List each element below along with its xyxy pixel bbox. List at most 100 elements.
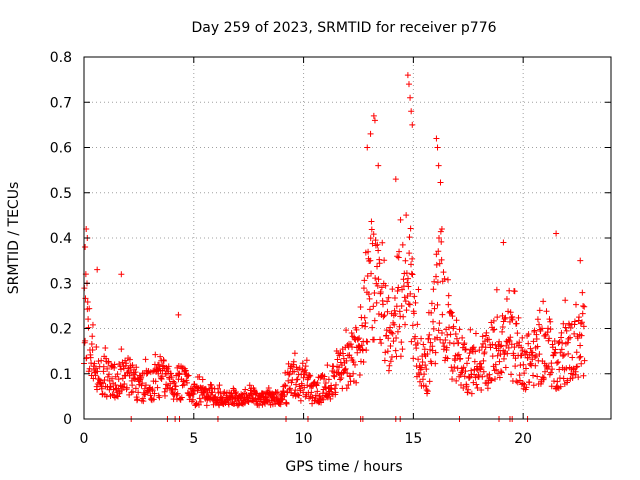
data-point [540,298,547,305]
data-point [363,347,370,354]
data-point [140,398,147,405]
data-point [365,248,372,255]
data-point [347,341,354,348]
data-point [385,335,392,342]
data-point [546,316,553,323]
data-point [531,327,538,334]
data-point [448,309,455,316]
data-point [423,366,430,373]
data-point [111,361,118,368]
data-point [512,355,519,362]
data-point [303,369,310,376]
data-point [388,329,395,336]
y-tick-label: 0.2 [50,322,72,338]
data-point [443,344,450,351]
data-point [332,381,339,388]
data-points [81,72,588,422]
data-point [390,338,397,345]
data-point [514,330,521,337]
data-point [512,363,519,370]
data-point [348,330,355,337]
data-point [556,366,563,373]
data-point [463,383,470,390]
data-point [525,340,532,347]
data-point [356,371,363,378]
data-point [422,383,429,390]
data-point [378,340,385,347]
data-point [82,337,89,344]
data-point [466,350,473,357]
data-point [369,324,376,331]
data-point [242,386,249,393]
chart-title: Day 259 of 2023, SRMTID for receiver p77… [191,20,496,36]
data-point [414,321,421,328]
data-point [300,389,307,396]
data-point [273,390,280,397]
data-point [439,311,446,318]
data-point [389,286,396,293]
data-point [427,346,434,353]
data-point [516,339,523,346]
data-point [308,389,315,396]
data-point [391,321,398,328]
data-point [431,305,438,312]
data-point [520,361,527,368]
data-point [542,368,549,375]
data-point [576,354,583,361]
data-point [345,381,352,388]
data-point [382,349,389,356]
data-point [446,339,453,346]
data-point [154,384,161,391]
data-point [129,382,136,389]
data-point [364,338,371,345]
data-point [392,176,399,183]
data-point [517,377,524,384]
data-point [364,144,371,151]
data-point [490,317,497,324]
data-point [477,360,484,367]
data-point [444,355,451,362]
data-point [150,396,157,403]
data-point [179,382,186,389]
data-point [454,352,461,359]
data-point [342,365,349,372]
data-point [466,374,473,381]
data-point [404,279,411,286]
x-tick-label: 15 [404,431,422,447]
data-point [408,261,415,268]
data-point [438,330,445,337]
data-point [487,344,494,351]
data-point [407,225,414,232]
axes: 0 0.1 0.2 0.3 0.4 0.5 0.6 0.7 0.8 0 5 10 15 20 [50,50,611,447]
data-point [89,347,96,354]
data-point [537,328,544,335]
data-point [369,240,376,247]
data-point [462,368,469,375]
data-point [427,339,434,346]
data-point [405,81,412,88]
data-point [368,226,375,233]
data-point [551,349,558,356]
data-point [395,254,402,261]
data-point [442,337,449,344]
data-point [93,344,100,351]
data-point [104,373,111,380]
data-point [507,309,514,316]
data-point [536,351,543,358]
data-point [374,282,381,289]
data-point [306,372,313,379]
data-point [331,373,338,380]
data-point [142,356,149,363]
data-point [513,320,520,327]
data-point [361,314,368,321]
data-point [399,346,406,353]
data-point [156,394,163,401]
data-point [85,316,92,323]
data-point [381,257,388,264]
data-point [384,308,391,315]
data-point [388,353,395,360]
data-point [574,335,581,342]
data-point [171,379,178,386]
data-point [505,308,512,315]
data-point [115,385,122,392]
